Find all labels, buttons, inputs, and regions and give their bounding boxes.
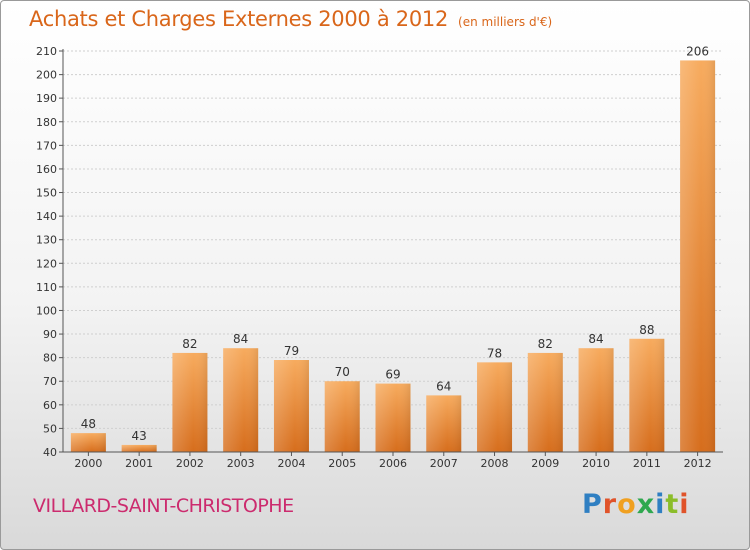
x-tick-label: 2003 — [227, 457, 255, 470]
y-tick-label: 200 — [36, 69, 57, 82]
x-tick-label: 2012 — [684, 457, 712, 470]
x-tick-label: 2004 — [277, 457, 305, 470]
x-tick-label: 2000 — [74, 457, 102, 470]
bar-shine — [223, 348, 259, 452]
y-tick-label: 150 — [36, 187, 57, 200]
logo-letter: i — [655, 489, 666, 520]
bar-layer — [70, 60, 716, 452]
y-tick-label: 160 — [36, 163, 57, 176]
x-tick-label: 2001 — [125, 457, 153, 470]
y-tick-label: 190 — [36, 92, 57, 105]
bar-shine — [273, 360, 309, 452]
x-tick-label: 2011 — [633, 457, 661, 470]
chart-subtitle: (en milliers d'€) — [458, 15, 553, 29]
bar-value-label: 43 — [132, 429, 147, 443]
y-tick-label: 120 — [36, 257, 57, 270]
bar-value-label: 206 — [686, 44, 709, 58]
y-tick-label: 70 — [43, 375, 57, 388]
bar-shine — [680, 60, 716, 452]
x-tick-label: 2006 — [379, 457, 407, 470]
y-tick-label: 40 — [43, 446, 57, 459]
bar-shine — [477, 362, 513, 452]
y-tick-label: 180 — [36, 116, 57, 129]
logo-letter: P — [582, 489, 603, 520]
bar-shine — [324, 381, 360, 452]
x-tick-label: 2010 — [582, 457, 610, 470]
bar-value-label: 70 — [335, 365, 350, 379]
place-name: VILLARD-SAINT-CHRISTOPHE — [33, 495, 294, 517]
label-layer: 48 43 82 84 79 70 69 64 78 82 84 88 206 — [81, 44, 709, 442]
axis-layer: 40 50 60 70 80 90 100 110 120 130 140 150 160 170 180 1… — [36, 45, 723, 470]
y-tick-label: 100 — [36, 304, 57, 317]
chart-title: Achats et Charges Externes 2000 à 2012 (e… — [29, 7, 552, 31]
x-tick-label: 2009 — [531, 457, 559, 470]
y-tick-label: 90 — [43, 328, 57, 341]
bar-shine — [70, 433, 106, 452]
bar-shine — [578, 348, 614, 452]
y-tick-label: 80 — [43, 352, 57, 365]
bar-shine — [527, 352, 563, 452]
logo-letter: o — [617, 489, 637, 520]
logo-letter: t — [665, 489, 680, 520]
y-tick-label: 170 — [36, 139, 57, 152]
y-tick-label: 210 — [36, 45, 57, 58]
bar-value-label: 64 — [436, 379, 451, 393]
bar-value-label: 69 — [385, 368, 400, 382]
x-tick-label: 2007 — [430, 457, 458, 470]
x-tick-label: 2005 — [328, 457, 356, 470]
bar-value-label: 48 — [81, 417, 96, 431]
y-tick-label: 110 — [36, 281, 57, 294]
y-tick-label: 50 — [43, 422, 57, 435]
y-tick-label: 60 — [43, 399, 57, 412]
bar-value-label: 82 — [182, 337, 197, 351]
bar-value-label: 78 — [487, 346, 502, 360]
bar-shine — [375, 383, 411, 452]
bar-value-label: 79 — [284, 344, 299, 358]
bar-shine — [172, 352, 208, 452]
logo-letter: r — [602, 489, 618, 520]
logo-letter: x — [636, 489, 656, 520]
logo-letter: i — [679, 489, 690, 520]
x-tick-label: 2002 — [176, 457, 204, 470]
bar-value-label: 88 — [639, 323, 654, 337]
bar-shine — [629, 338, 665, 452]
bar-shine — [121, 444, 157, 452]
bar-value-label: 84 — [233, 332, 248, 346]
x-tick-label: 2008 — [481, 457, 509, 470]
chart-title-text: Achats et Charges Externes 2000 à 2012 — [29, 7, 449, 31]
bar-value-label: 82 — [538, 337, 553, 351]
bar-value-label: 84 — [588, 332, 603, 346]
y-tick-label: 130 — [36, 234, 57, 247]
bar-shine — [426, 395, 462, 452]
proxiti-logo: Proxiti — [582, 489, 690, 520]
y-tick-label: 140 — [36, 210, 57, 223]
